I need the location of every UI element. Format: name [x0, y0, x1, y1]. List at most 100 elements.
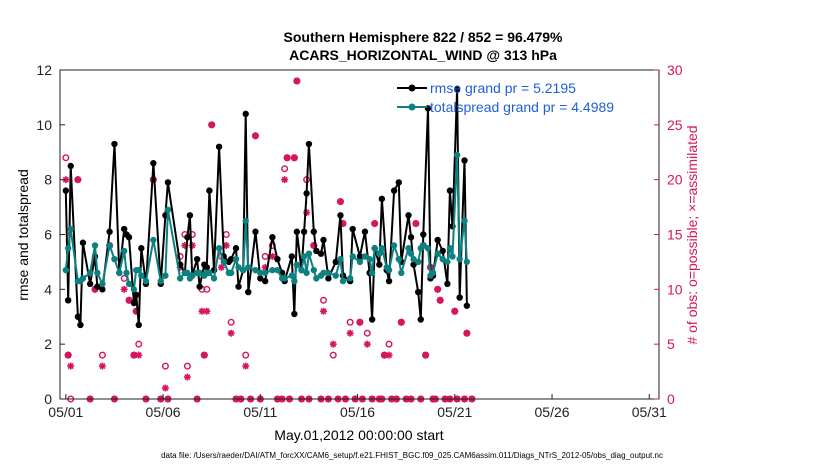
spread-point — [91, 242, 99, 249]
spread-point — [106, 242, 113, 249]
rmse-point — [417, 316, 424, 323]
spread-point — [410, 255, 417, 263]
obs-possible-marker — [135, 340, 143, 348]
spread-point — [261, 269, 269, 277]
rmse-point — [274, 255, 281, 263]
y-right-tick-label: 30 — [667, 62, 683, 78]
rmse-point — [317, 250, 325, 257]
x-tick-label: 05/06 — [146, 404, 181, 420]
spread-point — [94, 269, 101, 277]
obs-assimilated-marker — [412, 220, 420, 228]
y-left-tick-label: 0 — [44, 391, 52, 407]
spread-point — [434, 250, 441, 257]
rmse-point — [293, 228, 301, 235]
spread-point — [310, 266, 317, 274]
spread-point — [376, 250, 383, 257]
spread-point — [189, 272, 196, 279]
spread-point — [424, 245, 432, 252]
rmse-point — [120, 225, 128, 233]
obs-assimilated-marker — [293, 77, 301, 85]
y-axis-right: 0 5 10 15 20 25 30 — [654, 62, 683, 407]
spread-point — [395, 255, 402, 263]
rmse-point — [252, 228, 259, 235]
spread-point — [252, 266, 259, 274]
spread-point — [215, 245, 223, 252]
spread-point — [446, 245, 454, 252]
spread-point — [157, 277, 164, 285]
obs-assimilated-marker — [183, 373, 191, 381]
rmse-point — [269, 234, 276, 241]
spread-point — [111, 255, 118, 263]
obs-assimilated-marker — [188, 241, 196, 249]
y-left-tick-label: 10 — [36, 117, 52, 133]
rmse-point — [227, 255, 235, 263]
rmse-point — [184, 234, 191, 241]
obs-assimilated-marker — [303, 209, 311, 217]
obs-assimilated-marker — [98, 362, 106, 370]
y-axis-left-label: rmse and totalspread — [15, 169, 31, 301]
spread-point — [429, 269, 437, 277]
rmse-point — [405, 212, 412, 219]
obs-assimilated-marker — [371, 220, 379, 228]
spread-point — [332, 272, 339, 279]
rmse-point — [196, 283, 203, 290]
obs-possible-marker — [363, 329, 371, 337]
obs-possible-marker — [188, 230, 196, 238]
spread-point — [453, 151, 461, 159]
rmse-point — [378, 195, 386, 203]
obs-assimilated-marker — [346, 329, 354, 337]
spread-point — [138, 272, 145, 279]
spread-point — [123, 269, 130, 277]
y-left-tick-label: 12 — [36, 62, 52, 78]
spread-point — [176, 275, 184, 282]
rmse-point — [376, 261, 383, 268]
spread-point — [142, 277, 150, 285]
rmse-point — [150, 160, 157, 167]
y-right-tick-label: 10 — [667, 281, 683, 297]
spread-point — [361, 253, 369, 260]
obs-assimilated-marker — [74, 176, 82, 184]
obs-possible-marker — [227, 318, 235, 326]
spread-point — [385, 266, 393, 274]
obs-assimilated-marker — [161, 384, 169, 392]
obs-possible-marker — [120, 274, 128, 282]
obs-assimilated-marker — [422, 351, 430, 359]
rmse-point — [99, 286, 106, 293]
spread-point — [349, 253, 356, 260]
rmse-point — [94, 283, 101, 290]
rmse-point — [305, 140, 313, 148]
spread-point — [235, 264, 242, 271]
spread-point — [150, 236, 157, 244]
obs-possible-marker — [320, 296, 328, 304]
rmse-point — [303, 190, 310, 197]
spread-point — [368, 269, 376, 277]
obs-possible-marker — [222, 230, 230, 238]
rmse-point — [257, 275, 264, 282]
spread-point — [245, 264, 252, 271]
rmse-point — [420, 231, 427, 238]
obs-assimilated-marker — [67, 362, 75, 370]
spread-point — [420, 242, 427, 249]
rmse-point — [133, 291, 140, 299]
obs-possible-marker — [385, 340, 393, 348]
spread-point — [293, 261, 301, 268]
y-left-tick-label: 6 — [44, 227, 52, 243]
obs-assimilated-marker — [356, 318, 364, 326]
rmse-point — [439, 247, 446, 255]
rmse-point — [446, 187, 454, 194]
spread-point — [337, 255, 344, 263]
obs-assimilated-marker — [200, 351, 208, 359]
rmse-point — [410, 261, 417, 268]
obs-assimilated-marker — [125, 296, 133, 304]
spread-point — [130, 286, 138, 293]
obs-count-markers — [62, 77, 476, 403]
y-right-tick-label: 5 — [667, 336, 675, 352]
y-right-tick-label: 20 — [667, 172, 683, 188]
spread-point — [257, 269, 264, 277]
rmse-point — [390, 187, 398, 194]
rmse-point — [313, 247, 320, 255]
obs-possible-marker — [261, 252, 269, 260]
spread-point — [67, 225, 74, 233]
spread-point — [305, 250, 313, 257]
